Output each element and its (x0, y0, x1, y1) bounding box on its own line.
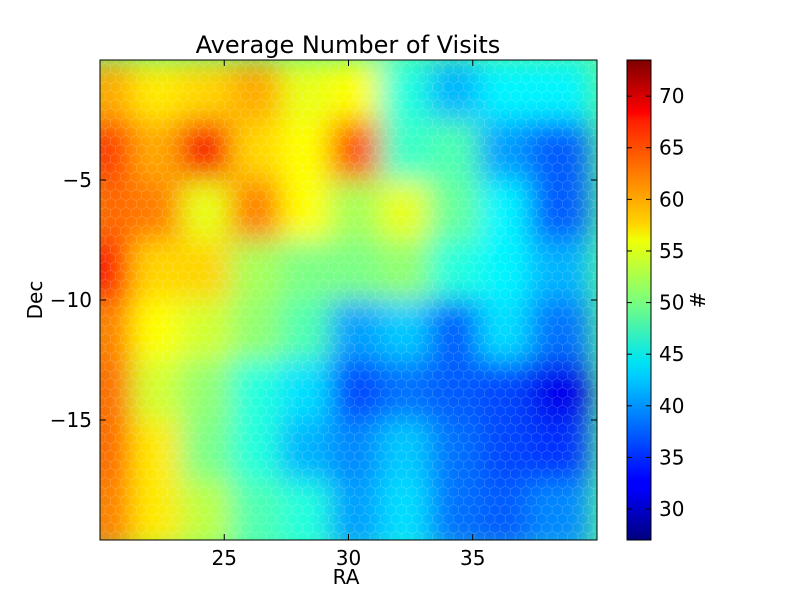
heatmap-cells (100, 60, 591, 540)
plot-area (99, 59, 598, 541)
colorbar-tick-label: 70 (659, 84, 684, 108)
y-tick-label: −5 (63, 168, 92, 192)
colorbar-label: # (685, 292, 709, 309)
x-tick-label: 30 (336, 546, 361, 570)
y-tick-label: −10 (50, 288, 92, 312)
colorbar-ticks: 30 35 40 45 50 55 60 65 70 (627, 84, 684, 521)
heatmap-cell (528, 480, 591, 540)
colorbar-gradient (626, 59, 652, 541)
y-axis-label: Dec (23, 281, 47, 320)
colorbar-tick-label: 45 (659, 342, 684, 366)
chart-title: Average Number of Visits (196, 31, 501, 59)
y-axis: −5 −10 −15 (50, 168, 597, 432)
colorbar-tick-label: 60 (659, 187, 684, 211)
colorbar-tick-label: 50 (659, 291, 684, 315)
x-tick-label: 25 (212, 546, 237, 570)
x-axis-label: RA (333, 565, 360, 589)
x-axis: 25 30 35 (212, 60, 485, 570)
colorbar-tick-label: 40 (659, 394, 684, 418)
colorbar-tick-label: 30 (659, 497, 684, 521)
x-tick-label: 35 (460, 546, 485, 570)
colorbar-tick-label: 55 (659, 239, 684, 263)
colorbar-tick-label: 65 (659, 136, 684, 160)
y-tick-label: −15 (50, 408, 92, 432)
colorbar-tick-label: 35 (659, 445, 684, 469)
colorbar: 30 35 40 45 50 55 60 65 70 # (626, 59, 709, 541)
